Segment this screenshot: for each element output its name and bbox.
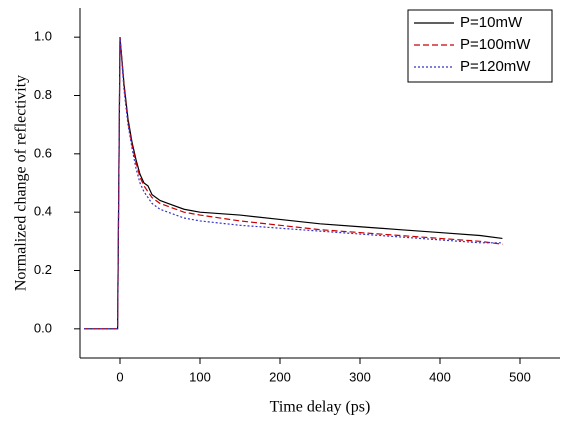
data-line	[84, 37, 503, 330]
y-tick-label: 0.4	[34, 204, 52, 219]
x-tick-label: 200	[269, 369, 291, 384]
y-tick-label: 0.2	[34, 262, 52, 277]
x-tick-label: 400	[429, 369, 451, 384]
y-tick-label: 0.6	[34, 145, 52, 160]
x-tick-label: 500	[509, 369, 531, 384]
y-tick-label: 0.0	[34, 320, 52, 335]
legend-label: P=10mW	[460, 14, 523, 31]
y-tick-label: 1.0	[34, 29, 52, 44]
x-axis-label: Time delay (ps)	[270, 399, 371, 416]
data-line	[84, 37, 503, 330]
x-tick-label: 0	[116, 369, 123, 384]
data-line	[84, 37, 503, 330]
x-tick-label: 100	[189, 369, 211, 384]
legend-label: P=120mW	[460, 58, 531, 75]
y-tick-label: 0.8	[34, 87, 52, 102]
legend-box	[407, 9, 553, 83]
y-axis-label: Normalized change of reflectivity	[13, 75, 30, 291]
legend-label: P=100mW	[460, 36, 531, 53]
x-tick-label: 300	[349, 369, 371, 384]
